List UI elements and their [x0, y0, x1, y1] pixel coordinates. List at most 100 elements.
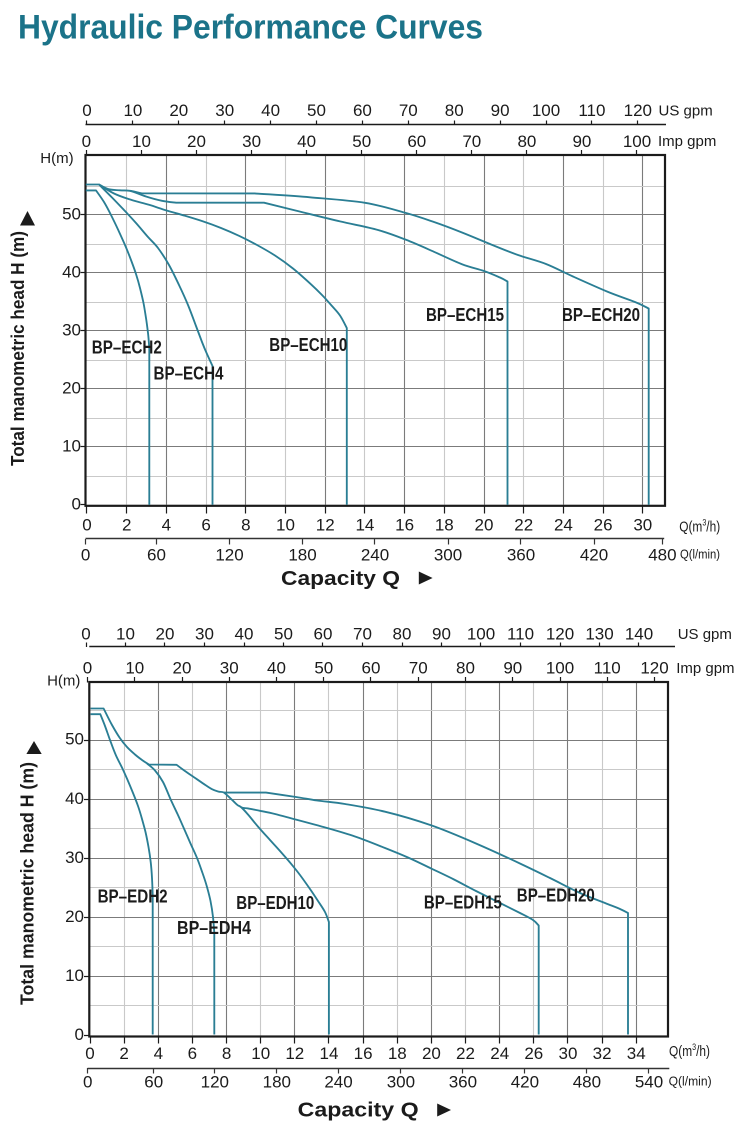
svg-text:0: 0 [85, 1044, 94, 1063]
svg-text:2: 2 [122, 516, 131, 535]
svg-text:120: 120 [215, 546, 243, 565]
svg-text:60: 60 [314, 625, 333, 644]
svg-text:100: 100 [532, 101, 560, 120]
svg-text:90: 90 [503, 659, 522, 678]
svg-text:140: 140 [625, 625, 653, 644]
svg-text:Hydraulic Performance Curves: Hydraulic Performance Curves [18, 9, 483, 47]
svg-text:Q(m3/h): Q(m3/h) [679, 518, 720, 536]
svg-text:20: 20 [422, 1044, 441, 1063]
svg-text:10: 10 [276, 516, 295, 535]
svg-text:50: 50 [274, 625, 293, 644]
svg-text:20: 20 [475, 516, 494, 535]
svg-text:360: 360 [449, 1073, 477, 1092]
svg-text:50: 50 [307, 101, 326, 120]
svg-text:22: 22 [514, 516, 533, 535]
svg-text:BP–EDH4: BP–EDH4 [177, 918, 251, 938]
svg-text:70: 70 [409, 659, 428, 678]
svg-text:0: 0 [82, 101, 91, 120]
svg-text:10: 10 [62, 437, 81, 456]
svg-text:Q(l/min): Q(l/min) [680, 547, 720, 562]
svg-text:90: 90 [572, 132, 591, 151]
svg-text:180: 180 [263, 1073, 291, 1092]
svg-text:80: 80 [393, 625, 412, 644]
svg-text:12: 12 [316, 516, 335, 535]
svg-text:60: 60 [147, 546, 166, 565]
svg-text:12: 12 [285, 1044, 304, 1063]
svg-text:8: 8 [222, 1044, 231, 1063]
svg-text:BP–ECH10: BP–ECH10 [269, 335, 347, 355]
svg-text:70: 70 [399, 101, 418, 120]
svg-text:120: 120 [624, 101, 652, 120]
svg-text:180: 180 [288, 546, 316, 565]
svg-text:30: 30 [220, 659, 239, 678]
svg-text:US gpm: US gpm [659, 102, 713, 119]
svg-text:Q(l/min): Q(l/min) [669, 1074, 712, 1089]
svg-text:90: 90 [491, 101, 510, 120]
svg-text:40: 40 [261, 101, 280, 120]
svg-text:0: 0 [81, 546, 90, 565]
svg-text:0: 0 [82, 516, 91, 535]
svg-text:110: 110 [507, 625, 534, 644]
svg-text:240: 240 [324, 1073, 352, 1092]
svg-text:BP–ECH15: BP–ECH15 [426, 305, 504, 325]
svg-text:20: 20 [156, 625, 175, 644]
svg-text:110: 110 [578, 101, 605, 120]
svg-text:14: 14 [320, 1044, 339, 1063]
svg-text:6: 6 [201, 516, 210, 535]
svg-text:Total manometric head H (m): Total manometric head H (m) [8, 231, 28, 466]
svg-text:40: 40 [297, 132, 316, 151]
svg-text:Q(m3/h): Q(m3/h) [669, 1042, 710, 1060]
svg-text:BP–ECH4: BP–ECH4 [154, 364, 224, 384]
svg-text:30: 30 [633, 516, 652, 535]
svg-text:0: 0 [81, 625, 90, 644]
svg-text:US gpm: US gpm [678, 626, 732, 643]
svg-text:32: 32 [593, 1044, 612, 1063]
svg-text:18: 18 [388, 1044, 407, 1063]
svg-text:18: 18 [435, 516, 454, 535]
svg-text:16: 16 [354, 1044, 373, 1063]
svg-text:60: 60 [362, 659, 381, 678]
svg-text:120: 120 [640, 659, 668, 678]
svg-text:24: 24 [554, 516, 573, 535]
svg-text:26: 26 [524, 1044, 543, 1063]
svg-text:4: 4 [162, 516, 171, 535]
svg-text:120: 120 [201, 1073, 229, 1092]
svg-text:240: 240 [361, 546, 389, 565]
svg-text:480: 480 [648, 546, 676, 565]
svg-text:BP–ECH2: BP–ECH2 [92, 338, 162, 358]
svg-text:70: 70 [353, 625, 372, 644]
svg-text:0: 0 [75, 1025, 84, 1044]
svg-text:10: 10 [251, 1044, 270, 1063]
svg-text:6: 6 [188, 1044, 197, 1063]
svg-text:BP–ECH20: BP–ECH20 [562, 305, 640, 325]
svg-text:10: 10 [125, 659, 144, 678]
svg-text:40: 40 [267, 659, 286, 678]
svg-text:10: 10 [116, 625, 135, 644]
svg-text:420: 420 [511, 1073, 539, 1092]
svg-text:40: 40 [235, 625, 254, 644]
svg-text:0: 0 [83, 1073, 92, 1092]
svg-text:90: 90 [432, 625, 451, 644]
svg-text:60: 60 [353, 101, 372, 120]
svg-text:34: 34 [627, 1044, 646, 1063]
svg-text:80: 80 [517, 132, 536, 151]
svg-text:50: 50 [352, 132, 371, 151]
svg-text:60: 60 [144, 1073, 163, 1092]
svg-text:14: 14 [355, 516, 374, 535]
svg-text:80: 80 [445, 101, 464, 120]
svg-text:8: 8 [241, 516, 250, 535]
svg-text:20: 20 [169, 101, 188, 120]
svg-text:0: 0 [83, 659, 92, 678]
svg-text:Imp gpm: Imp gpm [676, 660, 734, 677]
svg-text:300: 300 [434, 546, 462, 565]
svg-text:Capacity Q: Capacity Q [281, 568, 400, 590]
svg-text:10: 10 [132, 132, 151, 151]
svg-text:120: 120 [546, 625, 574, 644]
svg-text:BP–EDH2: BP–EDH2 [98, 887, 168, 907]
svg-text:60: 60 [407, 132, 426, 151]
svg-text:BP–EDH20: BP–EDH20 [517, 886, 595, 906]
svg-text:20: 20 [187, 132, 206, 151]
svg-text:22: 22 [456, 1044, 475, 1063]
svg-text:50: 50 [314, 659, 333, 678]
svg-text:420: 420 [580, 546, 608, 565]
